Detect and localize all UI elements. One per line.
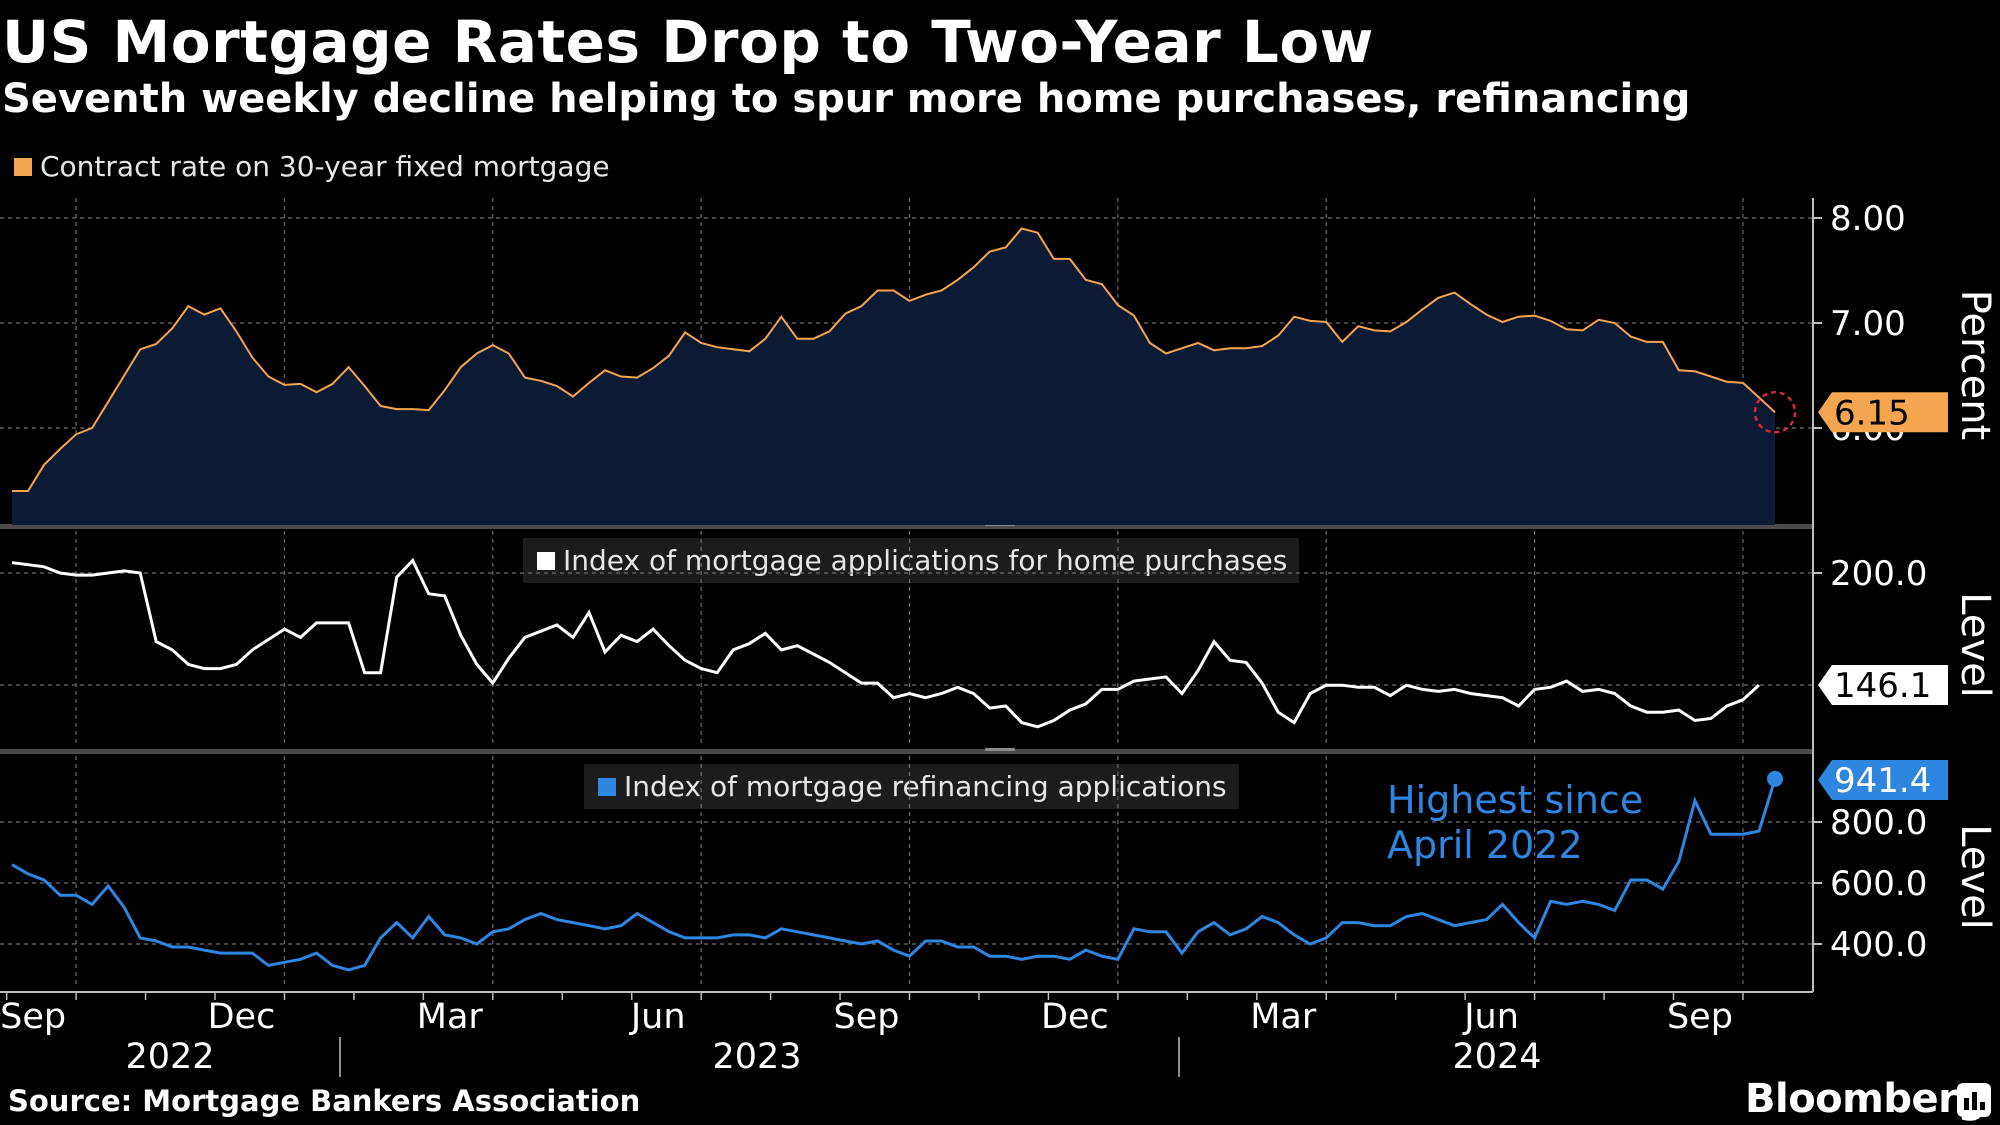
- rate-ytick-label: 8.00: [1830, 199, 1906, 239]
- purchase-line: [11, 557, 1761, 729]
- x-month-label: Sep: [834, 997, 900, 1037]
- refi-ytick-label: 400.0: [1830, 925, 1927, 965]
- legend-refi: Index of mortgage refinancing applicatio…: [584, 764, 1239, 809]
- refi-value-tag: 941.4: [1818, 760, 1948, 801]
- purchase-value-tag-text: 146.1: [1834, 666, 1931, 706]
- refi-annotation-line1: Highest since: [1387, 778, 1643, 822]
- panel-divider: [0, 749, 1812, 754]
- legend-label-rate: Contract rate on 30-year fixed mortgage: [40, 150, 610, 183]
- legend-label-purchase: Index of mortgage applications for home …: [563, 544, 1288, 577]
- x-year-label: 2023: [712, 1037, 801, 1077]
- refi-ytick-label: 800.0: [1830, 803, 1927, 843]
- panel-divider: [0, 524, 1812, 529]
- refi-annotation-line2: April 2022: [1387, 823, 1583, 867]
- legend-label-refi: Index of mortgage refinancing applicatio…: [624, 770, 1227, 803]
- x-month-label: Jun: [1462, 997, 1519, 1037]
- brand-logo: Bloomberg: [1745, 1076, 1986, 1122]
- refi-last-point: [1767, 770, 1783, 787]
- legend-swatch-refi: [598, 777, 616, 796]
- x-year-label: 2024: [1452, 1037, 1541, 1077]
- refi-ytick-label: 600.0: [1830, 864, 1927, 904]
- rate-value-tag-bg: [1818, 392, 1948, 433]
- x-month-label: Sep: [0, 997, 66, 1037]
- purchase-axis-label: Level: [1952, 592, 1998, 698]
- purchase-ytick-label: 200.0: [1830, 554, 1927, 594]
- x-month-label: Dec: [1041, 997, 1109, 1037]
- x-month-label: Sep: [1667, 997, 1733, 1037]
- legend-rate: Contract rate on 30-year fixed mortgage: [14, 150, 610, 183]
- panel-grip: [985, 748, 1015, 751]
- purchase-value-tag: 146.1: [1818, 665, 1948, 706]
- refi-line: [11, 778, 1777, 972]
- rate-line: [12, 227, 1776, 492]
- legend-swatch-purchase: [537, 551, 555, 570]
- refi-value-tag-bg: [1818, 760, 1948, 800]
- refi-value-tag-text: 941.4: [1834, 761, 1931, 801]
- chart-title: US Mortgage Rates Drop to Two-Year Low: [2, 8, 1374, 76]
- purchase-value-tag-bg: [1818, 665, 1948, 705]
- rate-ytick-label: 7.00: [1830, 304, 1906, 344]
- rate-last-marker: [1753, 391, 1797, 434]
- source-note: Source: Mortgage Bankers Association: [8, 1084, 641, 1118]
- refi-axis-label: Level: [1952, 824, 1998, 930]
- x-month-label: Mar: [1250, 997, 1317, 1037]
- rate-value-tag-text: 6.15: [1834, 393, 1910, 433]
- chart-subtitle: Seventh weekly decline helping to spur m…: [2, 76, 1691, 122]
- x-month-label: Dec: [208, 997, 276, 1037]
- rate-axis-label: Percent: [1952, 290, 1998, 441]
- x-month-label: Mar: [417, 997, 484, 1037]
- x-month-label: Jun: [629, 997, 686, 1037]
- rate-area: [12, 228, 1775, 525]
- legend-purchase: Index of mortgage applications for home …: [523, 538, 1300, 583]
- legend-swatch-rate: [14, 157, 32, 176]
- rate-value-tag: 6.15: [1818, 392, 1948, 433]
- x-year-label: 2022: [125, 1037, 214, 1077]
- bar-chart-icon: [1957, 1083, 1991, 1117]
